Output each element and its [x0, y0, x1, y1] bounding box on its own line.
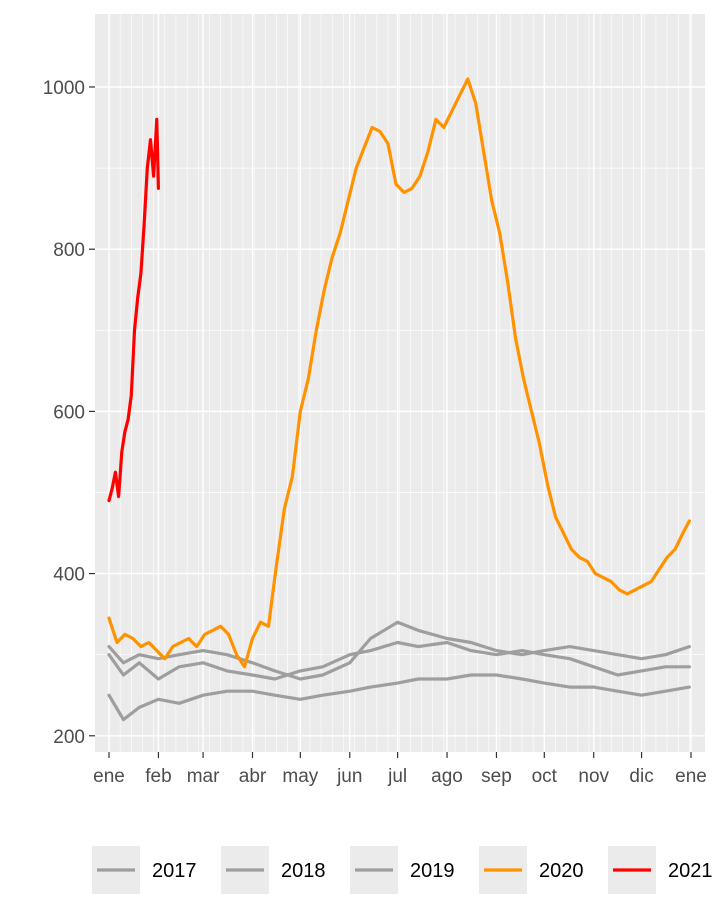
- y-tick-label: 400: [53, 565, 85, 586]
- x-tick-label: ago: [431, 766, 463, 787]
- y-tick-label: 600: [53, 402, 85, 423]
- legend: 2017 2018 2019 2020 2021: [92, 846, 713, 894]
- x-tick-label: sep: [481, 766, 512, 787]
- x-tick-label: ene: [675, 766, 707, 787]
- plot-panel: [95, 14, 705, 752]
- series-line-2017: [107, 640, 692, 681]
- legend-label: 2019: [410, 860, 455, 882]
- x-tick-label: ene: [93, 766, 125, 787]
- legend-item-2019: 2019: [350, 846, 455, 894]
- x-tick-label: jul: [387, 766, 407, 787]
- series-line-2018: [107, 673, 692, 722]
- legend-item-2017: 2017: [92, 846, 197, 894]
- y-tick-label: 800: [53, 240, 85, 261]
- y-axis: 200 400 600 800 1000: [43, 78, 95, 748]
- x-tick-label: mar: [187, 766, 220, 787]
- legend-item-2021: 2021: [608, 846, 713, 894]
- x-tick-label: dic: [629, 766, 653, 787]
- series-line-2021: [107, 117, 160, 503]
- legend-item-2020: 2020: [479, 846, 584, 894]
- legend-label: 2020: [539, 860, 584, 882]
- x-tick-label: feb: [145, 766, 171, 787]
- legend-label: 2017: [152, 860, 197, 882]
- y-tick-label: 200: [53, 727, 85, 748]
- gridlines: [95, 14, 705, 752]
- x-tick-label: oct: [532, 766, 558, 787]
- x-tick-label: nov: [578, 766, 609, 787]
- x-axis: ene feb mar abr may jun jul ago sep oct nov dic ene: [93, 752, 707, 787]
- x-tick-label: abr: [239, 766, 267, 787]
- x-tick-label: jun: [336, 766, 362, 787]
- x-tick-label: may: [282, 766, 318, 787]
- legend-item-2018: 2018: [221, 846, 326, 894]
- legend-label: 2021: [668, 860, 713, 882]
- series-line-2020: [107, 77, 692, 669]
- y-tick-label: 1000: [43, 78, 85, 99]
- series-line-2019: [107, 620, 692, 681]
- series-lines: [107, 77, 692, 722]
- legend-label: 2018: [281, 860, 326, 882]
